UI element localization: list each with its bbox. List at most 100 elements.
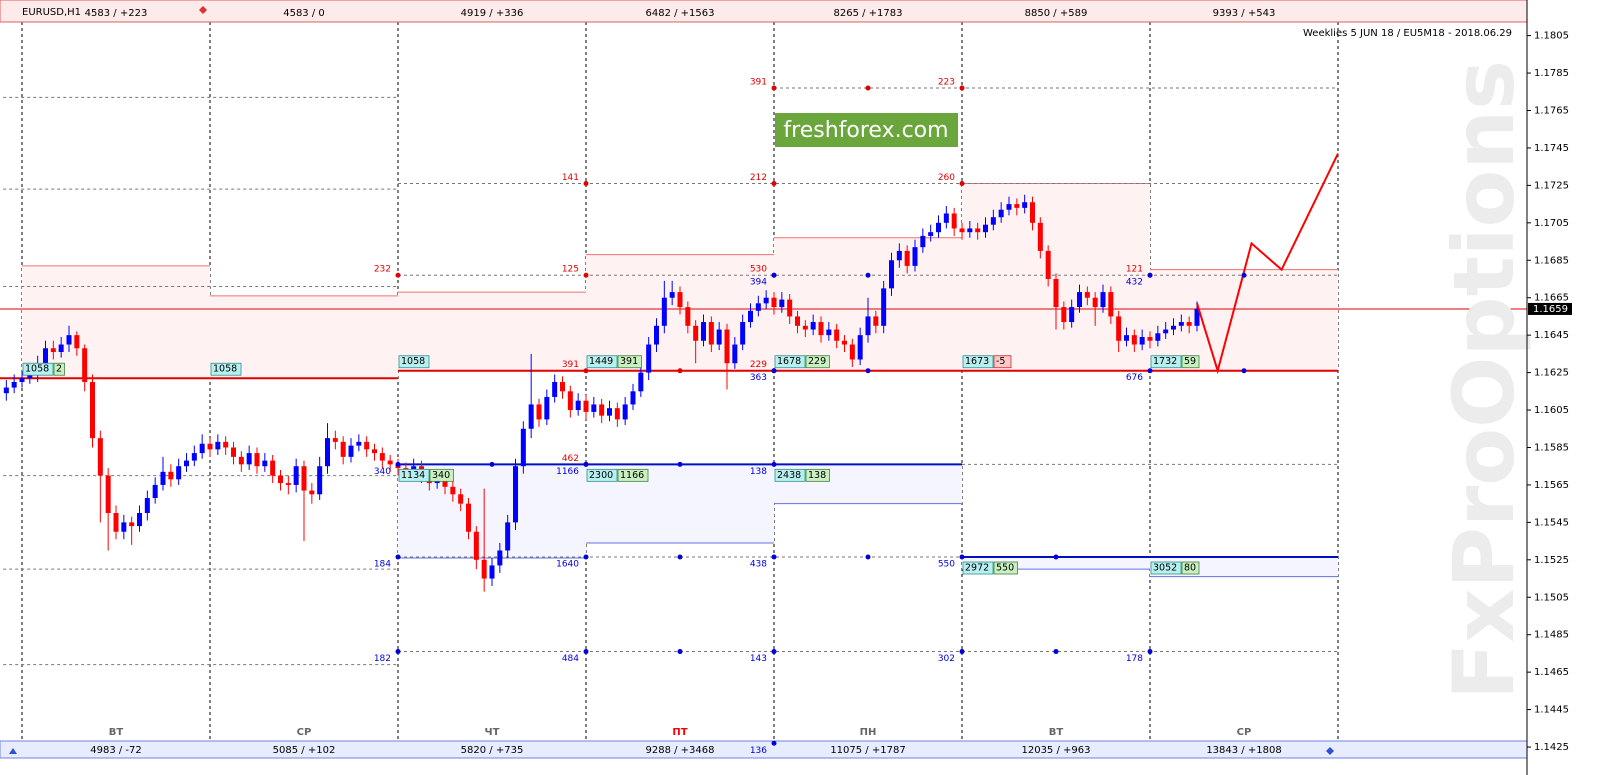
tag-label: 80: [1184, 563, 1196, 574]
candle-body: [43, 348, 48, 364]
candle-body: [583, 400, 589, 412]
candle-body: [661, 297, 667, 326]
day-top-stat: 9393 / +543: [1213, 8, 1276, 19]
tag-box: [22, 362, 54, 376]
candle-body: [1045, 250, 1051, 279]
last-price-label: 1.1659: [1533, 304, 1568, 315]
candle-body: [990, 217, 996, 225]
front-layer: 1.1805 1.1785 1.1765 1.1745 1.1725 1.1705 1.16…: [22, 8, 1572, 756]
candle-body: [121, 522, 127, 532]
candle-body: [11, 381, 17, 388]
annotation-dot: [583, 649, 589, 655]
level-dot: [865, 272, 871, 278]
annotation-dot: [771, 85, 777, 91]
day-label: СР: [1237, 727, 1252, 738]
candle-body: [129, 522, 135, 527]
annotation-label: 1166: [556, 467, 579, 477]
candle-body: [372, 449, 377, 454]
y-tick-label: 1.1445: [1534, 705, 1569, 716]
candle-body: [1124, 335, 1129, 341]
candle-body: [1116, 316, 1122, 341]
candle-body: [912, 247, 918, 266]
annotation-label: 394: [750, 278, 767, 288]
candle-body: [1155, 333, 1161, 341]
y-tick-label: 1.1725: [1534, 180, 1569, 191]
annotation-dot: [771, 649, 777, 655]
day-top-stat: 8850 / +589: [1025, 8, 1088, 19]
candle-body: [959, 228, 965, 233]
candle-body: [3, 387, 9, 394]
candle-body: [450, 486, 456, 495]
candle-body: [379, 453, 385, 461]
annotation-dot: [1147, 272, 1153, 278]
logo-box: [775, 113, 958, 147]
annotation-label: 184: [374, 560, 391, 570]
annotation-label: 141: [562, 173, 579, 183]
candle-body: [191, 453, 197, 461]
day-top-stat: 8265 / +1783: [833, 8, 902, 19]
day-bottom-stat: 5820 / +735: [461, 745, 524, 756]
candle-body: [842, 340, 847, 345]
y-tick-label: 1.1665: [1534, 293, 1569, 304]
candle-body: [1084, 292, 1090, 298]
day-top-stat: 4583 / 0: [283, 8, 325, 19]
candle-body: [309, 490, 315, 495]
candle-body: [701, 322, 706, 341]
candle-body: [1147, 337, 1153, 341]
day-label: ЧТ: [485, 727, 500, 738]
tag-box: [210, 362, 242, 376]
candle-body: [536, 404, 542, 420]
tag-box: [805, 355, 830, 369]
annotation-label: 363: [750, 373, 767, 383]
candle-body: [442, 479, 448, 487]
candle-body: [82, 348, 88, 382]
annotation-dot: [959, 85, 965, 91]
candle-body: [332, 438, 338, 442]
tag-label: 1058: [25, 364, 49, 375]
candle-body: [1037, 222, 1043, 251]
candle-body: [1069, 307, 1075, 323]
candle-body: [857, 335, 863, 360]
annotation-label: 462: [562, 454, 579, 464]
candle-body: [904, 250, 910, 266]
day-top-stat: 4583 / +223: [85, 8, 148, 19]
candle-body: [278, 475, 283, 484]
y-tick-label: 1.1465: [1534, 667, 1569, 678]
annotation-dot: [771, 272, 777, 278]
annotation-label: 340: [374, 467, 391, 477]
candle-body: [677, 292, 683, 308]
candle-body: [967, 228, 973, 233]
tag-label: 2438: [777, 470, 801, 481]
logo: freshforex.com: [783, 118, 948, 143]
tag-box: [962, 355, 994, 369]
level-dot: [865, 554, 871, 560]
candle-body: [466, 503, 471, 532]
candle-body: [975, 228, 981, 233]
candle-body: [599, 404, 605, 416]
annotation-dot: [959, 649, 965, 655]
candle-body: [928, 232, 934, 236]
annotation-dot: [771, 740, 777, 746]
level-dot: [677, 368, 683, 374]
candle-body: [607, 408, 612, 416]
tag-label: 2: [56, 364, 62, 375]
main-layer: [3, 153, 1339, 592]
y-tick-label: 1.1505: [1534, 592, 1569, 603]
candle-body: [325, 438, 330, 467]
candle-body: [50, 348, 56, 353]
candle-body: [231, 447, 236, 457]
candle-body: [144, 498, 150, 514]
annotation-label: 229: [750, 360, 767, 370]
candle-body: [560, 381, 565, 392]
day-label: ПТ: [672, 727, 687, 738]
candle-body: [771, 297, 777, 308]
annotation-label: 178: [1126, 654, 1143, 664]
level-dot: [489, 461, 495, 467]
candle-body: [520, 428, 526, 467]
candle-body: [1100, 292, 1106, 308]
candle-body: [1139, 337, 1145, 345]
candle-body: [262, 460, 268, 467]
candle-body: [1108, 292, 1114, 317]
candle-body: [293, 466, 299, 485]
